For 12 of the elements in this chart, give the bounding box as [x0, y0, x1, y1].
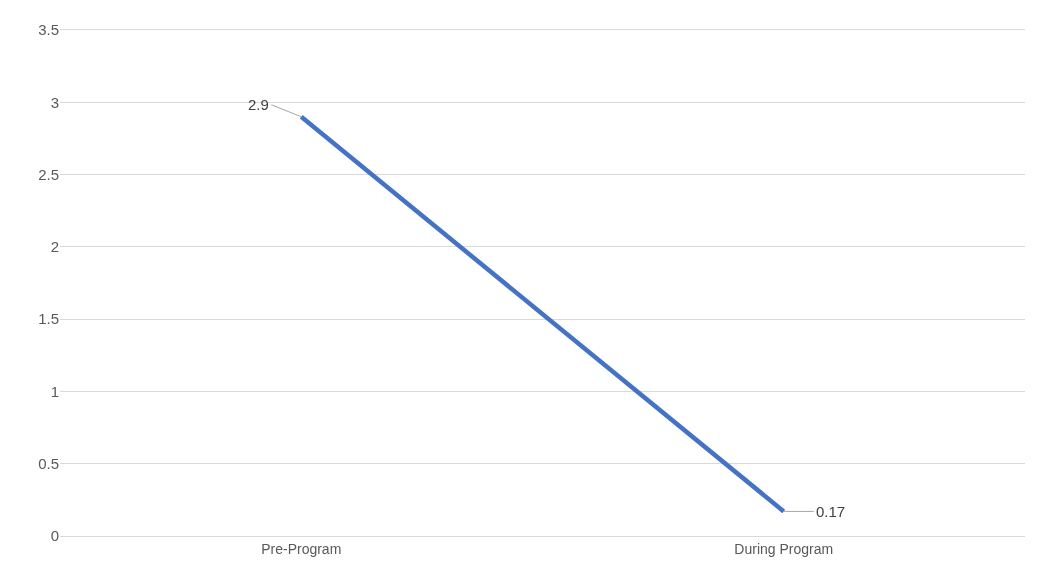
y-tick-label: 3: [50, 93, 59, 111]
y-tick-label: 0.5: [38, 454, 59, 472]
data-label: 0.17: [816, 503, 846, 520]
y-tick-label: 1.5: [38, 310, 59, 328]
y-tick-label: 1: [50, 382, 59, 400]
y-tick-label: 0: [50, 527, 59, 545]
y-tick-label: 2: [50, 238, 59, 256]
data-label: 2.9: [248, 96, 269, 113]
y-tick-label: 2.5: [38, 165, 59, 183]
y-tick-label: 3.5: [38, 21, 59, 39]
x-tick-label: Pre-Program: [261, 540, 342, 557]
x-tick-label: During Program: [734, 540, 834, 557]
